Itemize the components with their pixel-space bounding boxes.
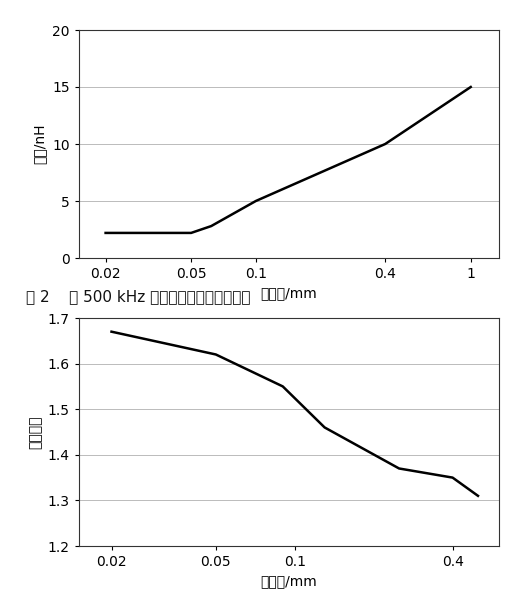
Y-axis label: 漏感/nH: 漏感/nH xyxy=(33,124,47,164)
X-axis label: 匹间距/mm: 匹间距/mm xyxy=(260,575,317,589)
X-axis label: 匹间距/mm: 匹间距/mm xyxy=(260,287,317,301)
Text: 图 2    在 500 kHz 下不同匹间距下的漏感值: 图 2 在 500 kHz 下不同匹间距下的漏感值 xyxy=(26,289,251,304)
Y-axis label: 交流阻抗: 交流阻抗 xyxy=(28,415,42,449)
